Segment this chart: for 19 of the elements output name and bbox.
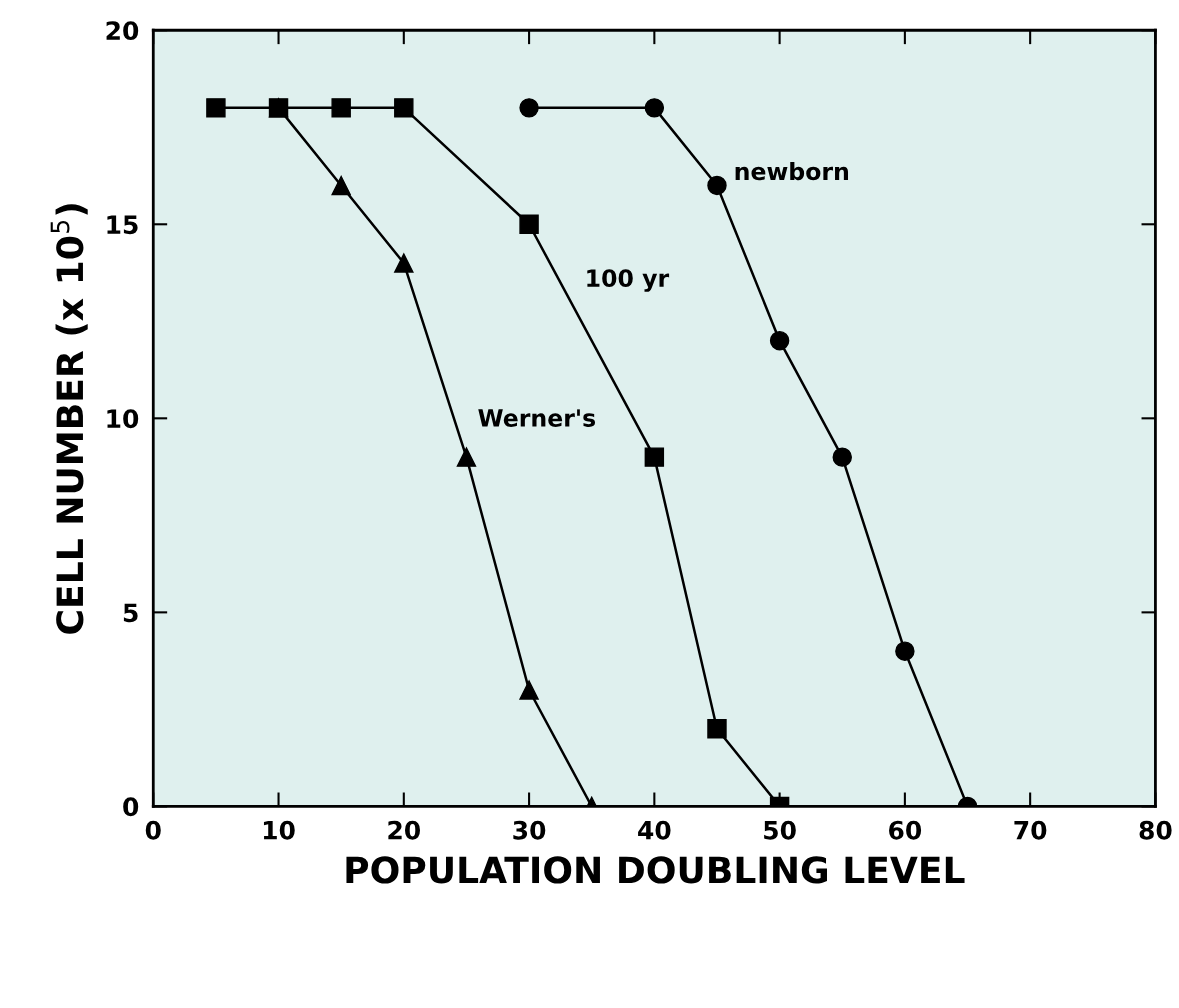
x-tick-label: 80 bbox=[1139, 820, 1172, 840]
x-tick-label: 0 bbox=[145, 820, 161, 840]
x-tick-label: 10 bbox=[263, 820, 295, 840]
y-tick-label: 20 bbox=[106, 21, 139, 41]
y-tick-label: 5 bbox=[123, 603, 138, 623]
x-axis-title: POPULATION DOUBLING LEVEL bbox=[346, 856, 965, 884]
x-tick-label: 50 bbox=[764, 820, 796, 840]
x-tick-label: 70 bbox=[1014, 820, 1047, 840]
x-tick-label: 60 bbox=[889, 820, 922, 840]
y-tick-label: 0 bbox=[123, 797, 139, 817]
series-label: newborn bbox=[735, 161, 849, 181]
x-tick-label: 40 bbox=[638, 820, 671, 840]
series-label: 100 yr bbox=[587, 269, 670, 292]
y-tick-label: 15 bbox=[107, 215, 138, 235]
series-label: Werner's bbox=[478, 409, 596, 427]
y-tick-label: 10 bbox=[107, 409, 139, 429]
x-tick-label: 30 bbox=[513, 820, 546, 840]
x-tick-label: 20 bbox=[388, 820, 421, 840]
y-axis-title: CELL NUMBER (x 10$^{5}$) bbox=[50, 204, 88, 634]
